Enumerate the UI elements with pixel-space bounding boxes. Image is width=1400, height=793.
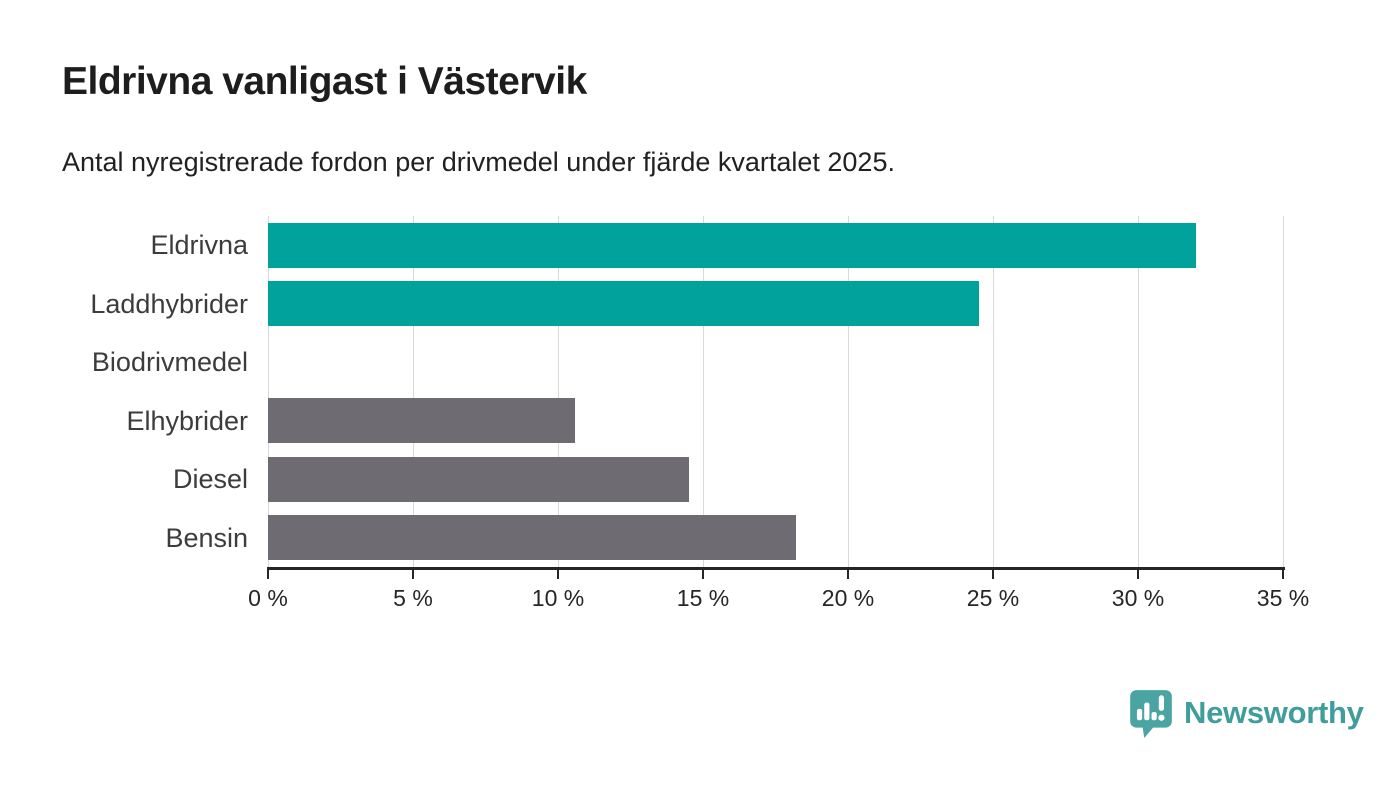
chart-title: Eldrivna vanligast i Västervik: [62, 60, 587, 103]
category-axis: Eldrivna Laddhybrider Biodrivmedel Elhybrid…: [0, 216, 248, 567]
x-axis-tick-label: 30 %: [1111, 585, 1165, 611]
category-label: Eldrivna: [150, 230, 248, 260]
x-axis-tick: [702, 570, 704, 579]
gridline: [558, 216, 559, 567]
x-axis-tick-label: 20 %: [821, 585, 875, 611]
newsworthy-chart-bubble-icon: [1128, 688, 1174, 738]
category-label: Diesel: [172, 464, 248, 494]
x-axis-tick: [1282, 570, 1284, 579]
gridline: [268, 216, 269, 567]
x-axis-tick: [557, 570, 559, 579]
x-axis-tick: [412, 570, 414, 579]
bar-eldrivna: [268, 222, 1196, 268]
x-axis-tick-label: 5 %: [393, 585, 433, 611]
category-label: Biodrivmedel: [91, 347, 248, 377]
x-axis-tick: [847, 570, 849, 579]
bar-laddhybrider: [268, 281, 979, 327]
gridline: [703, 216, 704, 567]
x-axis-tick-label: 35 %: [1256, 585, 1310, 611]
x-axis-tick: [1137, 570, 1139, 579]
newsworthy-logo[interactable]: Newsworthy: [1128, 688, 1364, 738]
x-axis-tick: [267, 570, 269, 579]
bar-diesel: [268, 456, 689, 502]
gridline: [413, 216, 414, 567]
newsworthy-logo-text: Newsworthy: [1184, 695, 1364, 730]
gridline: [1138, 216, 1139, 567]
bar-elhybrider: [268, 398, 576, 444]
category-label: Laddhybrider: [90, 288, 248, 319]
plot-area: [268, 216, 1284, 567]
x-axis-tick-label: 15 %: [676, 585, 730, 611]
gridline: [993, 216, 994, 567]
x-axis-tick-label: 25 %: [966, 585, 1020, 611]
x-axis-tick: [992, 570, 994, 579]
chart-subtitle: Antal nyregistrerade fordon per drivmede…: [62, 147, 895, 177]
x-axis-tick-label: 0 %: [248, 585, 288, 611]
gridline: [1283, 216, 1284, 567]
x-axis-line: [267, 567, 1285, 570]
gridline: [848, 216, 849, 567]
category-label: Elhybrider: [126, 405, 248, 436]
category-label: Bensin: [165, 522, 248, 553]
x-axis-tick-label: 10 %: [531, 585, 585, 611]
bar-bensin: [268, 515, 796, 561]
